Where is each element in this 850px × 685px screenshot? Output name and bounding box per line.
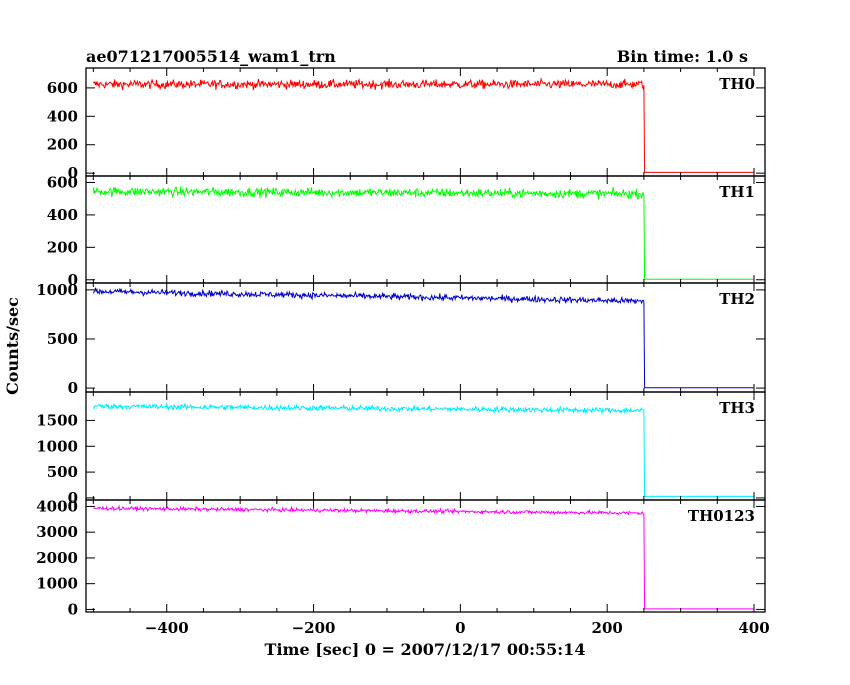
y-tick-label: 0 (68, 379, 78, 397)
panel-label-th0123: TH0123 (688, 507, 755, 525)
panel-label-th2: TH2 (719, 290, 755, 308)
y-tick-label: 1500 (36, 411, 78, 429)
y-tick-label: 3000 (36, 523, 78, 541)
y-tick-label: 600 (47, 173, 78, 191)
y-tick-label: 1000 (36, 437, 78, 455)
y-tick-label: 500 (47, 330, 78, 348)
series-line-th0 (93, 79, 754, 173)
panel-label-th1: TH1 (719, 183, 755, 201)
panel-label-th3: TH3 (719, 399, 755, 417)
y-tick-label: 400 (47, 107, 78, 125)
y-tick-label: 200 (47, 238, 78, 256)
series-line-th2 (93, 288, 754, 388)
panel-th2: 0 500 1000 TH2 (36, 281, 765, 397)
series-line-th0123 (93, 506, 754, 609)
x-axis-label: Time [sec] 0 = 2007/12/17 00:55:14 (265, 640, 586, 659)
y-tick-label: 2000 (36, 549, 78, 567)
x-tick-label: 400 (738, 619, 769, 637)
y-axis-label: Counts/sec (3, 297, 22, 395)
x-tick-label: −400 (145, 619, 189, 637)
y-tick-label: 1000 (36, 281, 78, 299)
y-tick-label: 200 (47, 136, 78, 154)
x-axis: −400 −200 0 200 400 (145, 619, 770, 637)
y-tick-label: 1000 (36, 575, 78, 593)
panel-frame (86, 283, 765, 392)
series-line-th1 (93, 187, 754, 280)
y-tick-label: 4000 (36, 497, 78, 515)
chart-title: ae071217005514_wam1_trn (86, 47, 336, 66)
bin-time-label: Bin time: 1.0 s (617, 47, 748, 66)
panel-th0123: 0 1000 2000 3000 4000 TH0123 (36, 497, 765, 618)
panel-label-th0: TH0 (719, 75, 755, 93)
panel-frame (86, 392, 765, 500)
x-tick-label: 200 (592, 619, 623, 637)
panel-frame (86, 500, 765, 612)
y-tick-label: 0 (68, 600, 78, 618)
x-tick-label: −200 (292, 619, 336, 637)
y-tick-label: 600 (47, 79, 78, 97)
x-tick-label: 0 (455, 619, 465, 637)
y-tick-label: 500 (47, 463, 78, 481)
y-tick-label: 400 (47, 206, 78, 224)
series-line-th3 (93, 403, 754, 496)
